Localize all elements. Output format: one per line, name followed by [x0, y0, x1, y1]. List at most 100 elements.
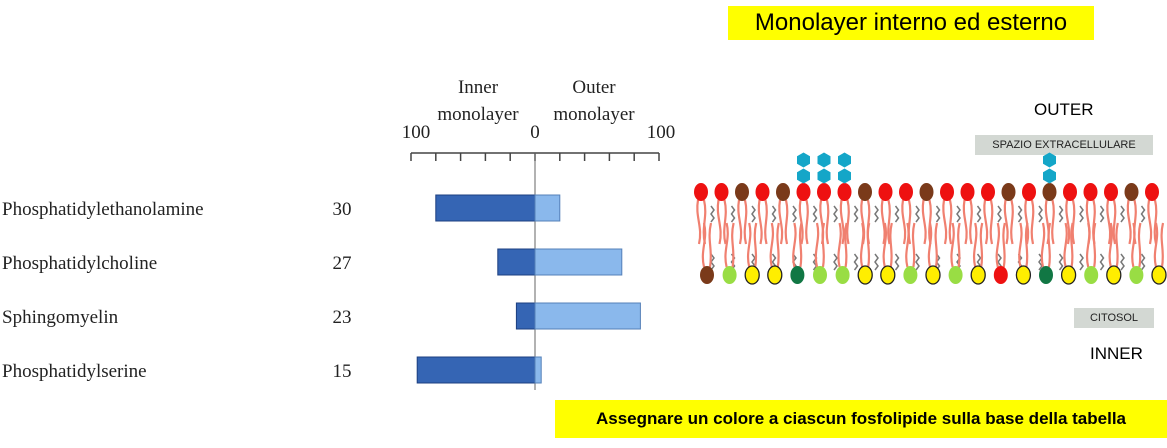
axis-tick-label-zero: 0 — [530, 122, 540, 143]
outer-lipid-head — [776, 183, 790, 201]
inner-lipid-head — [767, 265, 783, 285]
inner-lipid-tail — [708, 222, 713, 268]
outer-lipid-tail — [839, 199, 845, 245]
inner-lipid-tail — [814, 222, 820, 268]
category-total-label: 27 — [333, 253, 352, 274]
outer-lipid-tail — [1065, 199, 1071, 245]
outer-lipid-head — [796, 183, 811, 201]
axis-outer-label-line2: monolayer — [553, 104, 635, 125]
outer-lipid-head — [755, 183, 770, 201]
category-total-label: 30 — [333, 199, 352, 220]
outer-lipid-tail — [798, 199, 804, 245]
inner-lipid-head — [970, 265, 986, 285]
outer-lipid-head — [1022, 183, 1036, 201]
cholesterol-icon — [833, 253, 838, 271]
cholesterol-icon — [894, 205, 900, 223]
inner-lipid-tail — [844, 222, 848, 268]
inner-lipid-head — [835, 266, 850, 284]
cholesterol-icon — [1079, 253, 1084, 271]
outer-lipid-tail — [846, 199, 850, 245]
inner-bar — [497, 248, 536, 276]
cholesterol-icon — [1079, 205, 1084, 223]
inner-lipid-tail — [1115, 222, 1119, 268]
outer-lipid-head — [837, 183, 852, 201]
cholesterol-icon — [935, 205, 941, 223]
inner-lipid-tail — [1153, 222, 1159, 268]
cholesterol-icon — [956, 205, 961, 223]
cholesterol-icon — [751, 205, 756, 223]
cholesterol-icon — [915, 253, 920, 271]
axis-outer-label-line1: Outer — [572, 77, 616, 98]
inner-lipid-tail — [701, 222, 707, 268]
outer-lipid-tail — [1003, 199, 1009, 245]
outer-lipid-tail — [942, 199, 948, 245]
category-total-label: 15 — [333, 361, 352, 382]
inner-lipid-head — [903, 266, 918, 284]
inner-lipid-head — [1084, 266, 1099, 284]
chart-rows: Phosphatidylethanolamine 30 Phosphatidylch… — [2, 194, 641, 384]
outer-lipid-tail — [1051, 199, 1055, 245]
outer-lipid-tail — [969, 199, 973, 245]
outer-lipid-head — [694, 183, 708, 201]
outer-lipid-tail — [1126, 199, 1132, 245]
glycolipid-sugar-icon — [817, 152, 831, 168]
inner-lipid-tail — [1085, 222, 1091, 268]
cholesterol-icon — [894, 253, 900, 271]
outer-lipid-head — [1001, 183, 1016, 201]
inner-bar — [435, 194, 536, 222]
inner-lipid-head — [700, 266, 714, 284]
inner-lipid-tail — [724, 222, 729, 268]
category-total-label: 23 — [333, 307, 352, 328]
inner-lipid-tail — [821, 222, 826, 268]
inner-lipid-head — [813, 266, 827, 284]
phospholipid-distribution-chart: Inner monolayer Outer monolayer 100 0 100 Phos… — [2, 77, 675, 390]
glycolipid-sugar-icon — [1043, 152, 1056, 168]
inner-lipid-head — [722, 266, 737, 284]
inner-lipid-tail — [1137, 222, 1142, 268]
inner-lipid-tail — [1018, 222, 1023, 268]
outer-lipid-head — [858, 183, 872, 201]
cholesterol-icon — [1120, 205, 1125, 223]
outer-lipid-head — [878, 183, 893, 201]
cholesterol-icon — [1058, 205, 1064, 223]
inner-lipid-tail — [1047, 222, 1052, 268]
outer-lipid-head — [1145, 183, 1159, 201]
outer-lipid-tail — [716, 199, 722, 245]
inner-lipid-tail — [995, 222, 1001, 268]
outer-lipid-tail — [764, 199, 768, 245]
inner-lipid-tail — [979, 222, 984, 268]
outer-lipid-head — [940, 183, 954, 201]
cholesterol-icon — [833, 205, 838, 223]
inner-lipid-tail — [972, 222, 978, 268]
cholesterol-icon — [771, 205, 777, 223]
outer-lipid-head — [960, 183, 975, 201]
cholesterol-icon — [1120, 253, 1125, 271]
inner-lipid-tail — [934, 222, 939, 268]
glycolipid-sugar-icon — [838, 168, 851, 184]
outer-lipid-tail — [1024, 199, 1030, 245]
outer-lipid-tail — [901, 199, 907, 245]
axis-inner-label-line1: Inner — [458, 77, 499, 98]
outer-lipid-tail — [907, 199, 912, 245]
outer-lipid-tail — [696, 199, 702, 245]
inner-lipid-head — [1039, 266, 1053, 284]
outer-lipid-tail — [1147, 199, 1153, 245]
inner-lipid-tail — [882, 222, 888, 268]
outer-label: OUTER — [1034, 100, 1094, 119]
outer-lipid-tail — [962, 199, 968, 245]
outer-lipid-tail — [1071, 199, 1076, 245]
outer-lipid-tail — [880, 199, 886, 245]
outer-lipid-head — [735, 183, 749, 201]
inner-lipid-head — [744, 265, 760, 285]
inner-lipid-tail — [1092, 222, 1097, 268]
outer-lipid-head — [981, 183, 995, 201]
inner-lipid-tail — [1131, 222, 1136, 268]
axis-inner-label-line2: monolayer — [437, 104, 519, 125]
page-title: Monolayer interno ed esterno — [728, 6, 1094, 40]
cholesterol-icon — [874, 253, 879, 271]
cholesterol-icon — [1099, 253, 1105, 271]
category-label: Phosphatidylserine — [2, 361, 147, 382]
glycolipid-sugar-icon — [817, 168, 831, 184]
outer-lipid-head — [714, 183, 729, 201]
inner-lipid-tail — [950, 222, 955, 268]
